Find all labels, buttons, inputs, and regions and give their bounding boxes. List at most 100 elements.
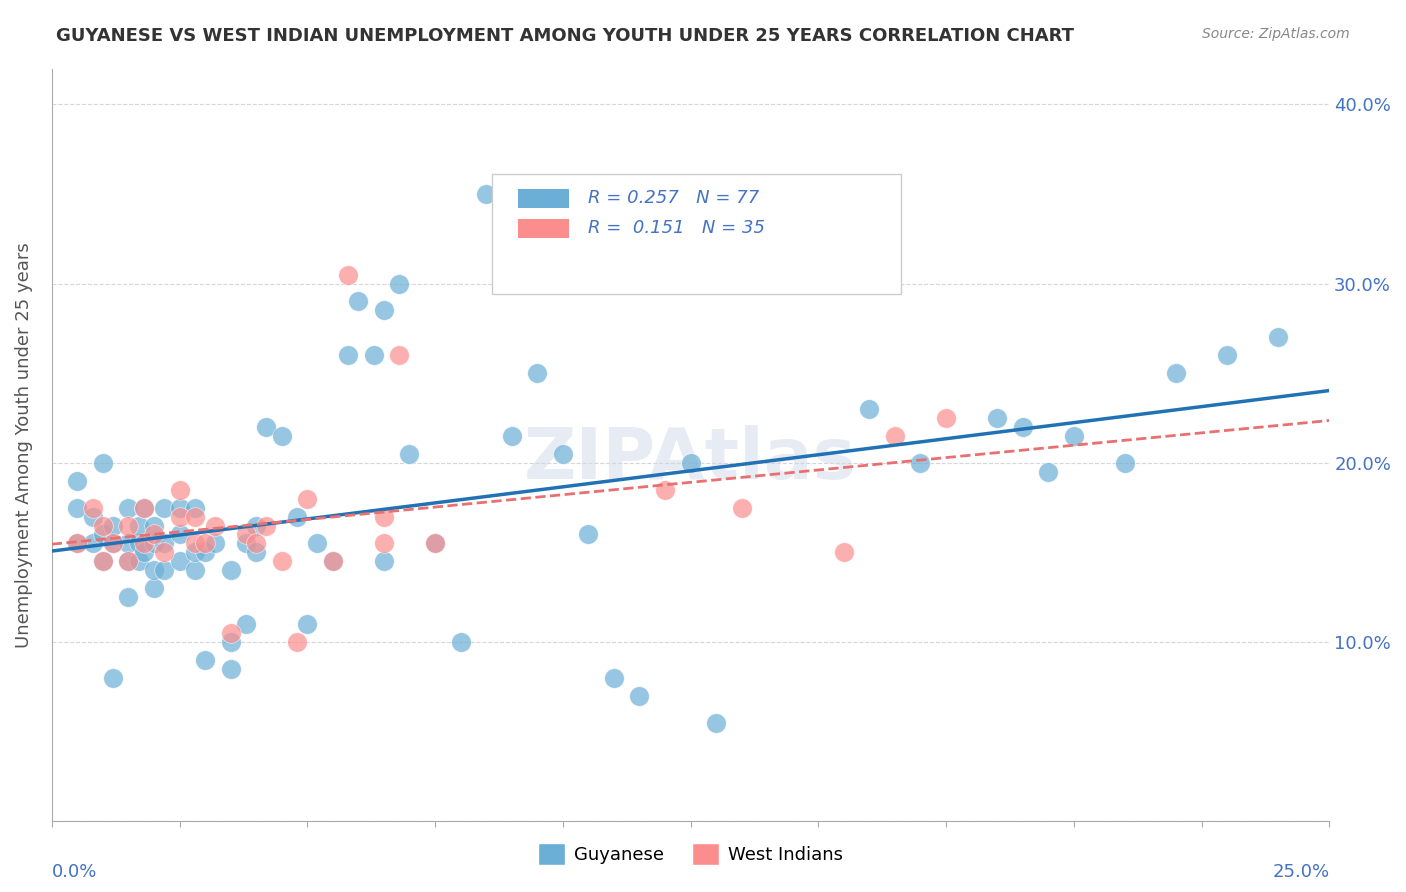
- Point: [628, 689, 651, 703]
- Y-axis label: Unemployment Among Youth under 25 years: Unemployment Among Youth under 25 years: [15, 242, 32, 648]
- Point: [858, 402, 880, 417]
- Point: [235, 527, 257, 541]
- Point: [219, 626, 242, 640]
- Point: [91, 518, 114, 533]
- Point: [169, 554, 191, 568]
- Text: Source: ZipAtlas.com: Source: ZipAtlas.com: [1202, 27, 1350, 41]
- Point: [128, 518, 150, 533]
- Point: [576, 527, 599, 541]
- Point: [322, 554, 344, 568]
- Text: 25.0%: 25.0%: [1272, 863, 1329, 880]
- Point: [450, 635, 472, 649]
- Point: [1063, 429, 1085, 443]
- Point: [204, 536, 226, 550]
- FancyBboxPatch shape: [492, 174, 901, 294]
- Point: [373, 509, 395, 524]
- Point: [245, 545, 267, 559]
- Point: [142, 527, 165, 541]
- Point: [730, 500, 752, 515]
- Point: [142, 581, 165, 595]
- Point: [322, 554, 344, 568]
- FancyBboxPatch shape: [517, 219, 569, 238]
- Point: [475, 186, 498, 201]
- Point: [307, 536, 329, 550]
- Point: [388, 348, 411, 362]
- Point: [132, 500, 155, 515]
- Point: [297, 491, 319, 506]
- Point: [423, 536, 446, 550]
- Point: [883, 429, 905, 443]
- Point: [169, 483, 191, 497]
- Point: [935, 411, 957, 425]
- Point: [194, 545, 217, 559]
- Point: [82, 500, 104, 515]
- Point: [219, 563, 242, 577]
- Point: [194, 653, 217, 667]
- Point: [1216, 348, 1239, 362]
- Point: [142, 536, 165, 550]
- Point: [551, 447, 574, 461]
- Point: [184, 500, 207, 515]
- Point: [132, 536, 155, 550]
- Point: [128, 554, 150, 568]
- Point: [388, 277, 411, 291]
- Point: [101, 536, 124, 550]
- Point: [117, 536, 139, 550]
- Legend: Guyanese, West Indians: Guyanese, West Indians: [531, 836, 849, 872]
- Point: [153, 563, 176, 577]
- Point: [245, 536, 267, 550]
- Point: [82, 536, 104, 550]
- Point: [101, 536, 124, 550]
- Point: [184, 563, 207, 577]
- Point: [66, 536, 89, 550]
- Point: [153, 536, 176, 550]
- Text: 0.0%: 0.0%: [52, 863, 97, 880]
- Point: [132, 545, 155, 559]
- Point: [363, 348, 385, 362]
- Point: [603, 671, 626, 685]
- Point: [91, 554, 114, 568]
- Point: [1038, 465, 1060, 479]
- Point: [235, 617, 257, 632]
- Point: [66, 474, 89, 488]
- Point: [153, 545, 176, 559]
- Point: [270, 554, 292, 568]
- Point: [128, 536, 150, 550]
- Text: ZIPAtlas: ZIPAtlas: [524, 425, 856, 494]
- Point: [704, 715, 727, 730]
- Point: [117, 500, 139, 515]
- Point: [132, 500, 155, 515]
- Point: [117, 591, 139, 605]
- Point: [832, 545, 855, 559]
- Point: [91, 554, 114, 568]
- Point: [1164, 366, 1187, 380]
- Text: R = 0.257   N = 77: R = 0.257 N = 77: [588, 189, 759, 207]
- Point: [679, 456, 702, 470]
- Text: GUYANESE VS WEST INDIAN UNEMPLOYMENT AMONG YOUTH UNDER 25 YEARS CORRELATION CHAR: GUYANESE VS WEST INDIAN UNEMPLOYMENT AMO…: [56, 27, 1074, 45]
- Point: [82, 509, 104, 524]
- Point: [184, 545, 207, 559]
- Point: [219, 635, 242, 649]
- Point: [654, 483, 676, 497]
- Point: [117, 554, 139, 568]
- Point: [184, 509, 207, 524]
- Point: [373, 303, 395, 318]
- Point: [254, 518, 277, 533]
- Point: [986, 411, 1008, 425]
- Point: [117, 554, 139, 568]
- Point: [169, 509, 191, 524]
- Point: [169, 527, 191, 541]
- Point: [254, 420, 277, 434]
- Text: R =  0.151   N = 35: R = 0.151 N = 35: [588, 219, 765, 237]
- Point: [66, 500, 89, 515]
- Point: [169, 500, 191, 515]
- Point: [910, 456, 932, 470]
- Point: [423, 536, 446, 550]
- Point: [142, 563, 165, 577]
- Point: [235, 536, 257, 550]
- Point: [337, 268, 360, 282]
- Point: [142, 518, 165, 533]
- Point: [373, 536, 395, 550]
- Point: [1011, 420, 1033, 434]
- Point: [91, 527, 114, 541]
